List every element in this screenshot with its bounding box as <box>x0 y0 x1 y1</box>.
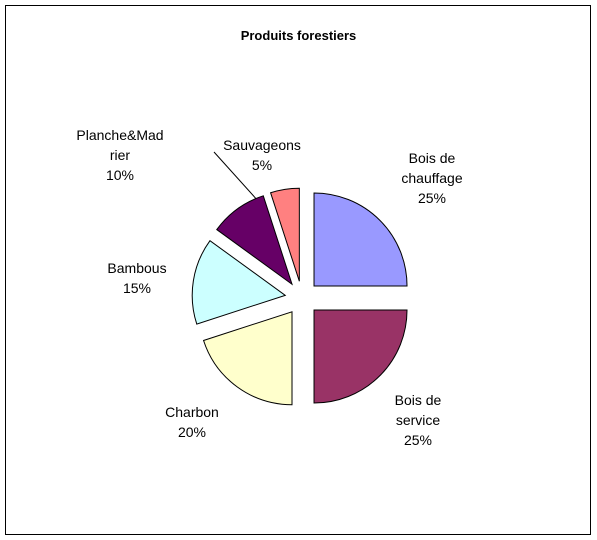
data-label: Planche&Madrier 10% <box>75 125 165 185</box>
pie-slice <box>202 311 293 406</box>
category-label: Bois de chauffage <box>401 150 463 186</box>
pie-slice <box>216 195 293 286</box>
value-label: 15% <box>122 280 152 296</box>
chart-title: Produits forestiers <box>240 28 357 43</box>
data-label: Charbon 20% <box>147 402 237 442</box>
value-label: 5% <box>251 157 273 173</box>
value-label: 20% <box>177 424 207 440</box>
pie-slice <box>313 192 408 287</box>
data-label: Bambous 15% <box>92 258 182 298</box>
pie-slice <box>191 239 287 325</box>
data-label: Bois de chauffage 25% <box>387 148 477 208</box>
category-label: Planche&Madrier <box>76 127 164 163</box>
value-label: 25% <box>417 190 447 206</box>
data-label: Sauvageons 5% <box>217 135 307 175</box>
value-label: 10% <box>105 167 135 183</box>
value-label: 25% <box>403 432 433 448</box>
pie-slice <box>269 187 300 282</box>
category-label: Bambous <box>107 260 167 276</box>
data-label: Bois de service 25% <box>373 390 463 450</box>
category-label: Bois de service <box>394 392 442 428</box>
category-label: Charbon <box>165 404 219 420</box>
pie-slice <box>313 309 408 404</box>
category-label: Sauvageons <box>223 137 301 153</box>
